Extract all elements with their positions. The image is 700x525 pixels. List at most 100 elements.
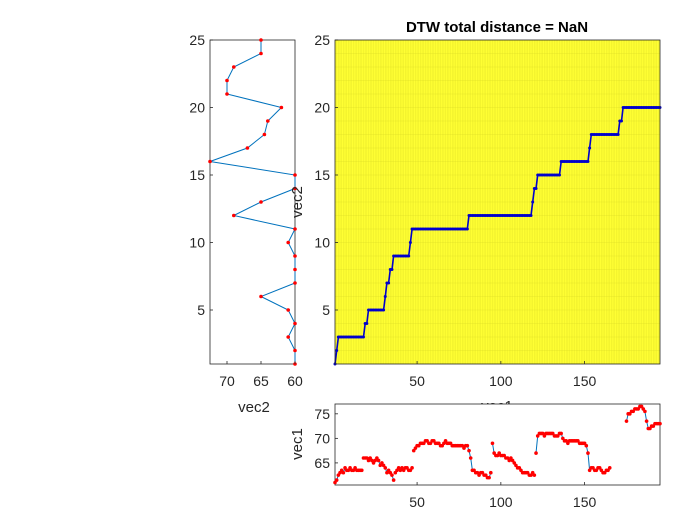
vec1-point: [534, 451, 538, 455]
vec1-point: [607, 466, 612, 470]
vec2-x-ticks: 70 65 60: [219, 361, 303, 389]
vec2-point: [293, 281, 297, 285]
dtw-matrix-axes: 50 100 150 5 10 15 20 25 DTW total distance = …: [289, 19, 662, 415]
vec1-point: [341, 470, 346, 475]
dtw-y-tick-label: 15: [314, 167, 330, 183]
dtw-path-point: [534, 187, 538, 190]
vec2-line-plot: [208, 38, 297, 366]
vec2-x-axis-label: vec2: [238, 399, 270, 416]
vec1-point: [643, 409, 647, 414]
dtw-x-tick-label: 100: [489, 373, 513, 389]
dtw-path-point: [390, 268, 394, 271]
vec1-x-tick-label: 50: [409, 494, 425, 510]
dtw-path-point: [616, 133, 620, 136]
dtw-path-point: [335, 349, 339, 352]
dtw-path-point: [588, 146, 592, 150]
vec1-y-tick-label: 70: [314, 430, 330, 446]
dtw-path-point: [407, 254, 411, 258]
dtw-cell-grid: [335, 40, 660, 364]
dtw-x-tick-label: 50: [409, 373, 425, 389]
dtw-path-point: [529, 214, 533, 217]
vec2-point: [293, 227, 297, 231]
dtw-path-point: [619, 119, 623, 123]
vec1-point: [410, 466, 414, 470]
dtw-x-tick-label: 150: [573, 373, 597, 389]
vec2-point: [259, 38, 263, 42]
dtw-y-ticks: 5 10 15 20 25: [314, 32, 338, 318]
dtw-chart-title: DTW total distance = NaN: [406, 19, 588, 36]
vec1-line-plot: [333, 404, 662, 485]
vec1-point: [490, 441, 495, 446]
vec2-point: [293, 186, 297, 191]
vec2-y-tick-label: 25: [189, 32, 205, 48]
vec1-y-ticks: 65 70 75: [314, 406, 338, 471]
vec1-point: [624, 419, 629, 423]
vec2-point: [293, 267, 297, 272]
dtw-path-point: [361, 335, 365, 339]
dtw-path-point: [383, 295, 387, 298]
vec2-point: [286, 335, 291, 339]
vec1-point: [334, 478, 339, 482]
dtw-y-tick-label: 5: [322, 302, 330, 318]
vec1-point: [391, 478, 396, 482]
vec2-point: [245, 146, 250, 150]
vec2-point: [225, 78, 229, 83]
vec2-point: [293, 348, 297, 353]
vec2-point: [208, 159, 212, 164]
vec1-point: [644, 419, 649, 423]
vec1-point: [487, 475, 491, 480]
vec2-point: [259, 200, 263, 204]
vec1-point: [532, 473, 537, 477]
vec2-point: [259, 294, 263, 299]
vec1-point: [559, 431, 563, 436]
vec2-point: [293, 173, 297, 177]
vec1-x-tick-label: 150: [573, 494, 597, 510]
vec2-profile-axes: 70 65 60 5 10 15 20 25 vec2: [189, 32, 303, 416]
vec1-axes-box: [334, 403, 661, 486]
vec1-y-axis-label: vec1: [289, 428, 306, 460]
vec1-y-tick-label: 75: [314, 406, 330, 422]
dtw-path-point: [531, 200, 535, 204]
vec1-y-tick-label: 65: [314, 455, 330, 471]
dtw-path-point: [557, 173, 561, 177]
vec1-point: [488, 470, 493, 475]
dtw-y-tick-label: 10: [314, 235, 330, 251]
vec2-point: [293, 254, 297, 258]
vec1-point: [468, 456, 473, 460]
vec2-x-tick-label: 60: [287, 373, 303, 389]
dtw-path-point: [387, 281, 391, 285]
vec1-point: [465, 443, 470, 448]
vec2-y-tick-label: 15: [189, 167, 205, 183]
dtw-path-point: [408, 241, 412, 244]
dtw-x-ticks: 50 100 150: [409, 361, 597, 389]
vec1-x-tick-label: 100: [489, 494, 513, 510]
vec2-y-tick-label: 10: [189, 235, 205, 251]
vec1-point: [383, 466, 388, 470]
vec2-point: [266, 119, 270, 123]
dtw-path-point: [586, 160, 590, 163]
vec2-x-tick-label: 65: [253, 373, 269, 389]
vec1-point: [467, 448, 471, 453]
dtw-path-point: [382, 308, 386, 312]
vec2-y-tick-label: 5: [197, 302, 205, 318]
vec2-point: [293, 321, 297, 326]
vec2-point: [225, 92, 229, 96]
vec1-point: [360, 468, 364, 473]
vec1-x-ticks: 50 100 150: [409, 482, 597, 510]
vec2-point: [259, 51, 263, 56]
vec2-point: [232, 65, 236, 69]
dtw-axes-box: [334, 39, 661, 365]
vec1-point: [376, 458, 381, 463]
dtw-y-tick-label: 20: [314, 100, 330, 116]
vec2-axes-box: [209, 39, 296, 365]
vec1-point: [586, 451, 590, 455]
dtw-path-point: [465, 227, 469, 231]
vec2-y-ticks: 5 10 15 20 25: [189, 32, 213, 318]
vec2-y-tick-label: 20: [189, 100, 205, 116]
dtw-warping-path: [333, 106, 662, 366]
dtw-y-axis-label: vec2: [289, 186, 306, 218]
vec1-point: [390, 473, 394, 477]
vec2-x-tick-label: 70: [219, 373, 235, 389]
vec2-point: [286, 308, 291, 312]
